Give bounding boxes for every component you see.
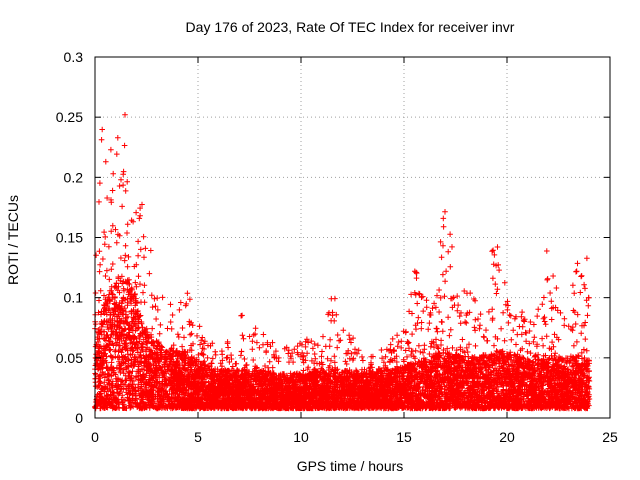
y-tick-label: 0.05 — [56, 350, 83, 366]
y-tick-label: 0.25 — [56, 109, 83, 125]
x-tick-label: 0 — [91, 429, 99, 445]
x-tick-label: 10 — [293, 429, 309, 445]
data-points — [92, 112, 593, 412]
roti-series-markers — [92, 112, 593, 412]
y-tick-label: 0.3 — [64, 49, 84, 65]
x-tick-label: 5 — [194, 429, 202, 445]
y-tick-label: 0.1 — [64, 290, 84, 306]
x-tick-label: 25 — [602, 429, 618, 445]
axis-ticks: 0 5 10 15 20 25 0 0.05 0.1 0.15 0.2 0.25 0.3 — [56, 49, 618, 445]
x-tick-label: 20 — [499, 429, 515, 445]
x-tick-label: 15 — [396, 429, 412, 445]
y-tick-label: 0.15 — [56, 230, 83, 246]
y-tick-label: 0 — [75, 410, 83, 426]
y-axis-label: ROTI / TECUs — [5, 195, 21, 285]
chart-title: Day 176 of 2023, Rate Of TEC Index for r… — [186, 19, 515, 35]
y-tick-label: 0.2 — [64, 169, 84, 185]
x-axis-label: GPS time / hours — [297, 458, 404, 474]
